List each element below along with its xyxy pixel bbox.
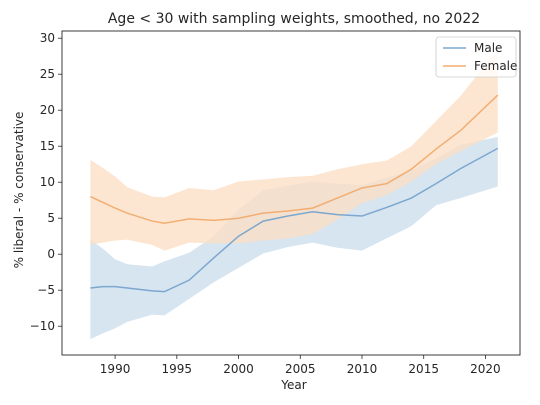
y-axis-label: % liberal - % conservative	[12, 112, 26, 269]
x-tick-label: 2000	[223, 362, 254, 376]
x-tick-label: 2010	[347, 362, 378, 376]
y-tick-label: 20	[40, 103, 55, 117]
x-tick-label: 2020	[470, 362, 501, 376]
x-tick-label: 1995	[162, 362, 193, 376]
y-tick-label: 25	[40, 67, 55, 81]
confidence-bands	[90, 49, 498, 340]
legend: Male Female	[435, 36, 517, 78]
y-tick-label: 15	[40, 139, 55, 153]
y-tick-label: 5	[47, 211, 55, 225]
chart-title: Age < 30 with sampling weights, smoothed…	[108, 11, 480, 27]
y-tick-label: −5	[37, 283, 55, 297]
y-tick-label: −10	[30, 319, 55, 333]
y-tick-label: 10	[40, 175, 55, 189]
band-female	[90, 49, 498, 251]
x-tick-label: 1990	[100, 362, 131, 376]
x-axis-ticks: 1990 1995 2000 2005 2010 2015 2020	[100, 355, 501, 376]
legend-box	[435, 36, 517, 78]
legend-label-female: Female	[474, 59, 517, 73]
y-tick-label: 30	[40, 31, 55, 45]
x-tick-label: 2015	[408, 362, 439, 376]
x-tick-label: 2005	[285, 362, 316, 376]
y-axis-ticks: −10 −5 0 5 10 15 20 25 30	[30, 31, 62, 333]
x-axis-label: Year	[280, 378, 306, 392]
series-lines	[90, 94, 499, 293]
line-female	[90, 94, 499, 225]
y-tick-label: 0	[47, 247, 55, 261]
plot-frame	[61, 30, 521, 356]
legend-label-male: Male	[474, 41, 502, 55]
line-male	[90, 147, 499, 293]
